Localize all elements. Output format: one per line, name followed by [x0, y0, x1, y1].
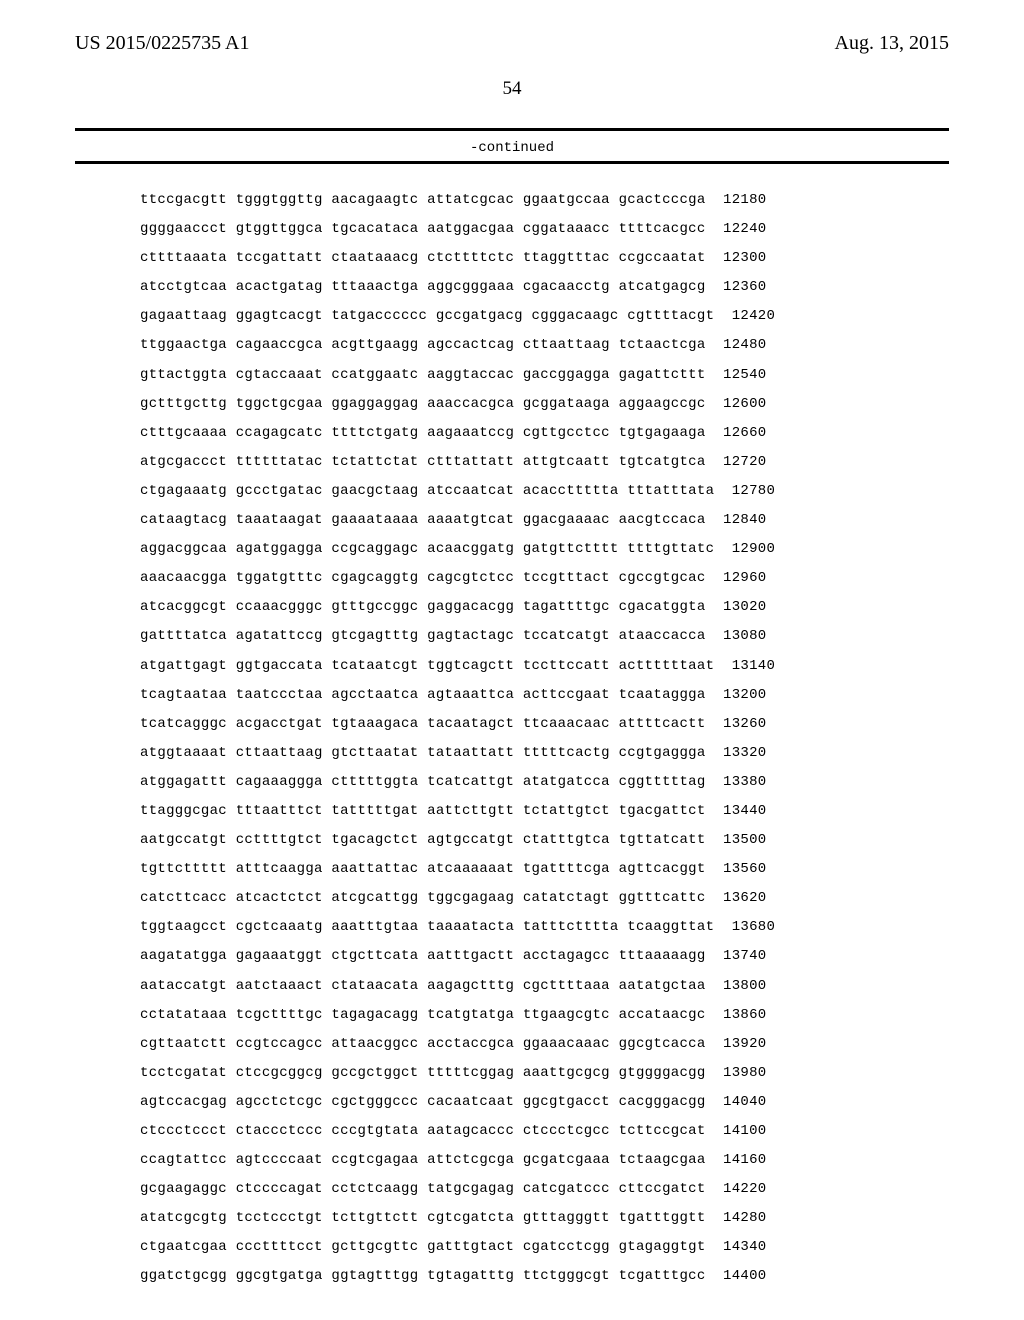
page: US 2015/0225735 A1 Aug. 13, 2015 54 -con… — [0, 0, 1024, 1320]
page-number: 54 — [0, 78, 1024, 100]
rule-top — [75, 128, 949, 131]
header-date: Aug. 13, 2015 — [835, 32, 949, 55]
rule-bottom — [75, 161, 949, 164]
sequence-listing: ttccgacgtt tgggtggttg aacagaagtc attatcg… — [140, 186, 775, 1292]
continued-label: -continued — [0, 140, 1024, 156]
header-publication-number: US 2015/0225735 A1 — [75, 32, 249, 55]
